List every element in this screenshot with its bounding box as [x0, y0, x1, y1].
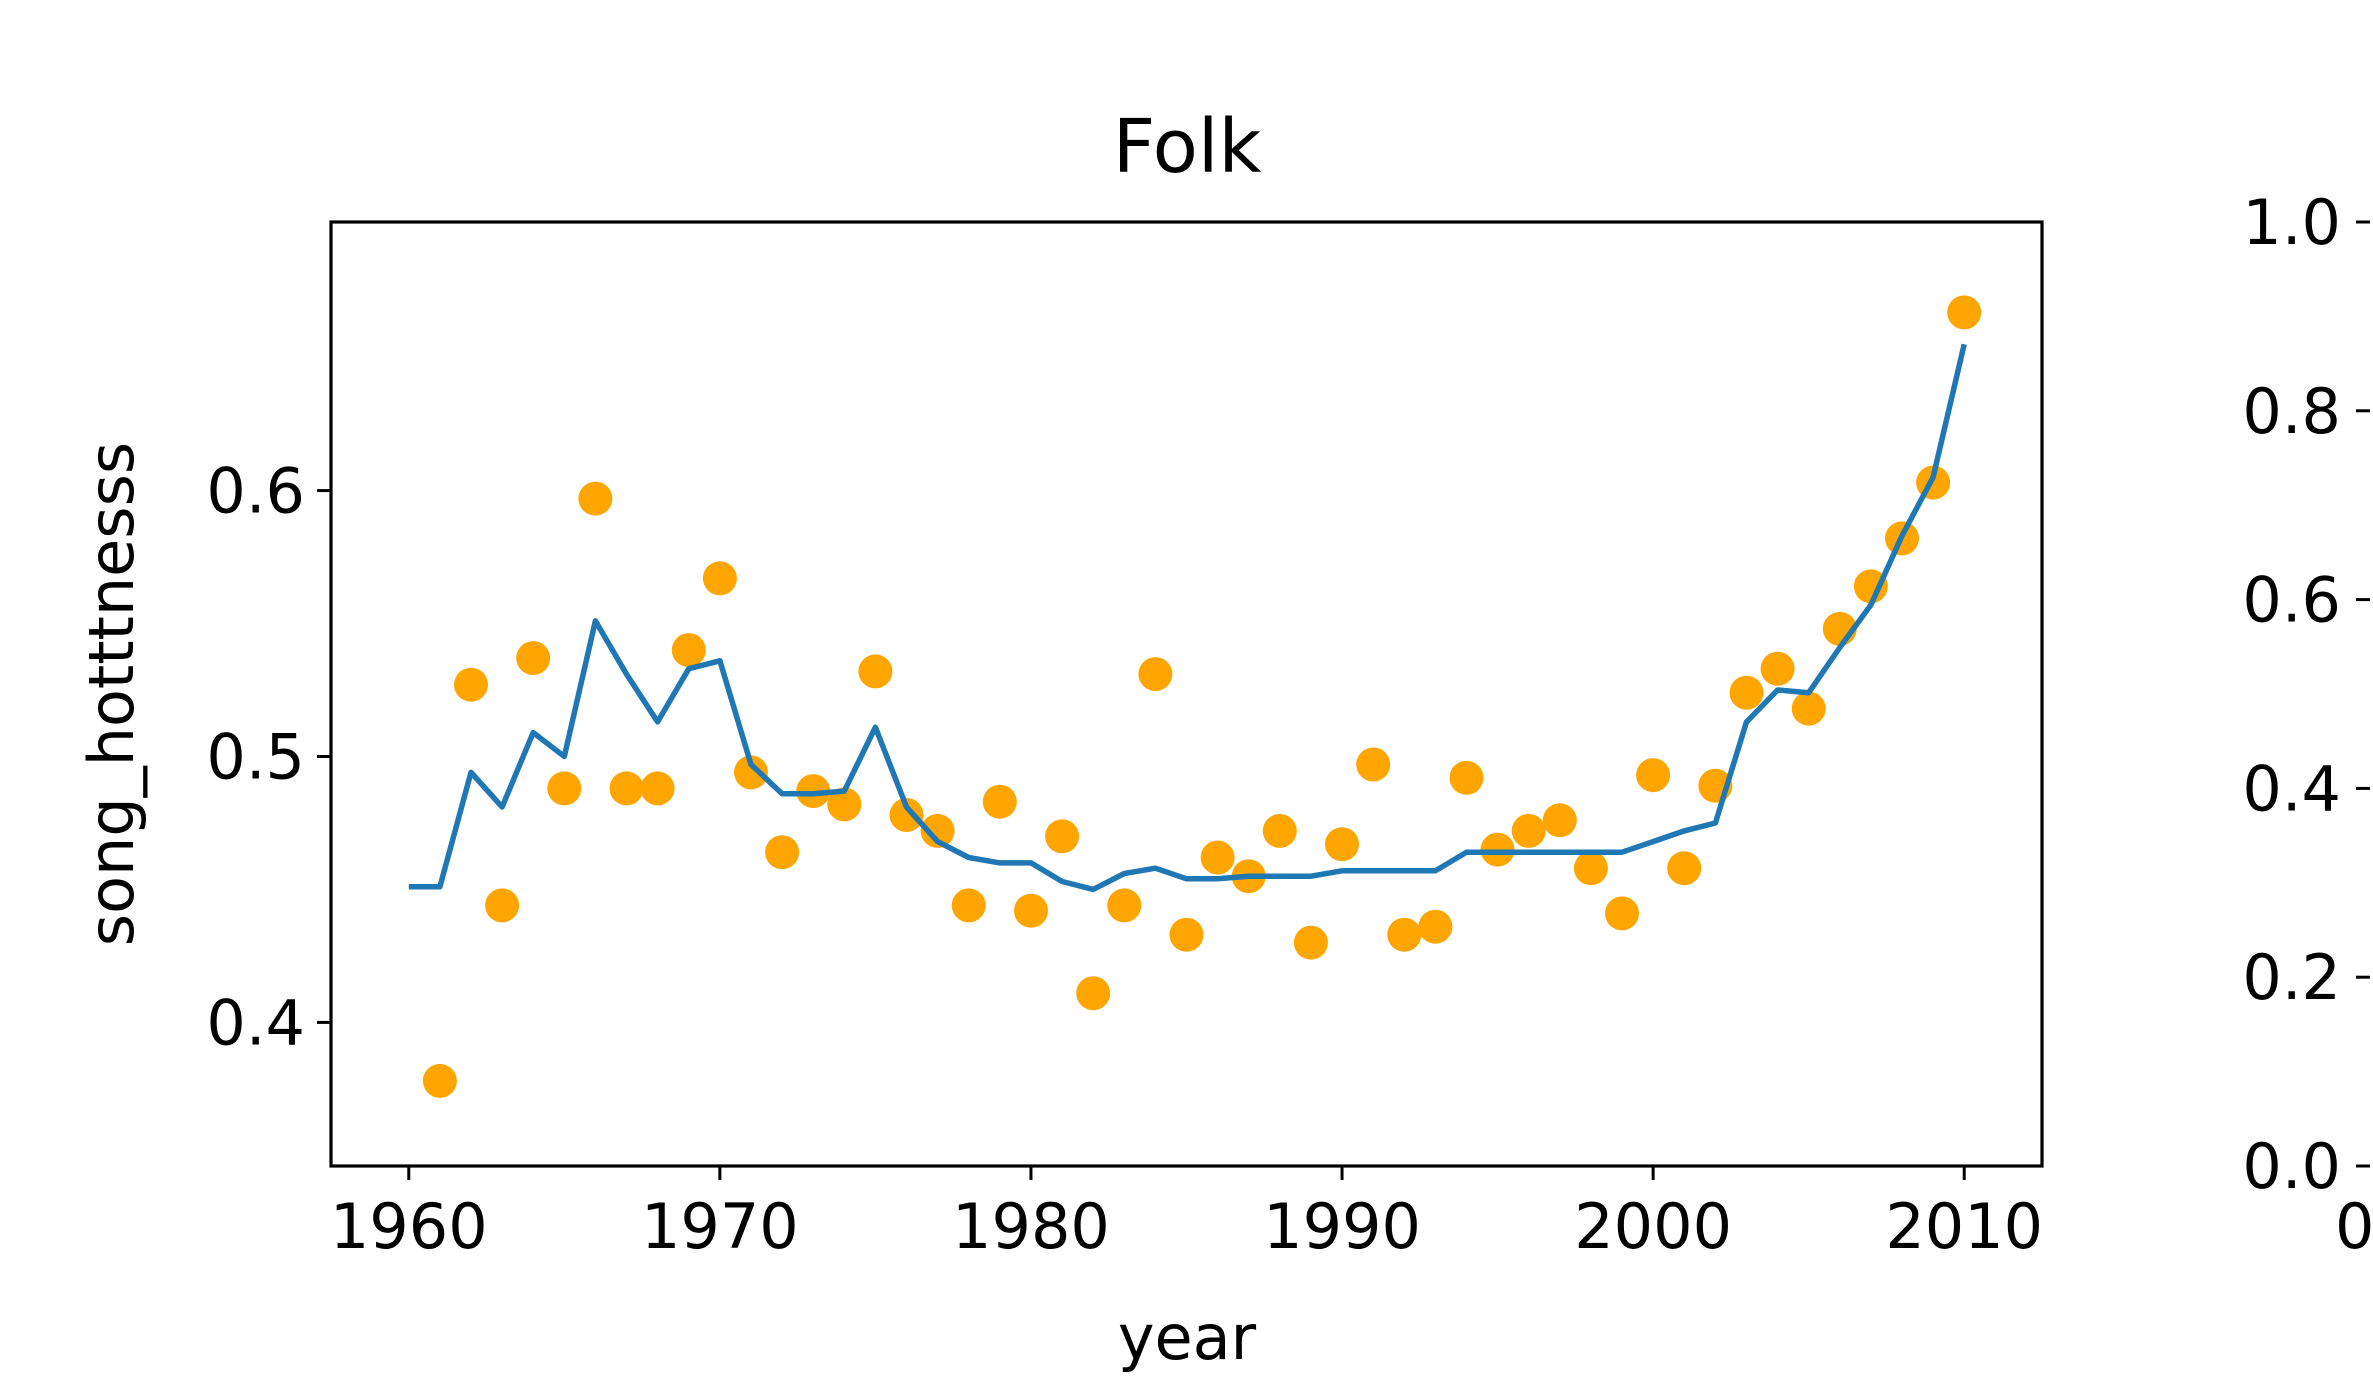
x-tick-label: 1960: [330, 1190, 488, 1263]
second-y-tick-label: 1.0: [2242, 186, 2341, 259]
scatter-point: [1107, 888, 1142, 923]
x-axis-ticks: 1960 1970 1980 1990 2000 2010: [330, 1166, 2043, 1263]
second-chart-panel: 0.0 0.2 0.4 0.6 0.8 1.0 0: [2242, 186, 2373, 1263]
scatter-point: [1573, 851, 1608, 886]
second-y-axis-ticks: 0.0 0.2 0.4 0.6 0.8 1.0: [2242, 186, 2370, 1203]
scatter-point: [982, 784, 1017, 819]
x-tick-label: 2000: [1574, 1190, 1732, 1263]
x-tick-label: 2010: [1885, 1190, 2043, 1263]
y-tick-label: 0.5: [206, 720, 305, 793]
scatter-point: [1605, 896, 1639, 931]
scatter-point: [951, 888, 986, 923]
second-y-tick-label: 0.8: [2242, 375, 2341, 448]
scatter-point: [1667, 851, 1702, 886]
folk-chart-panel: Folk 1960 1970 1980 1990 2000 2010 0.40.50.6 …: [75, 104, 2044, 1374]
x-tick-label: 1970: [641, 1190, 799, 1263]
trend-line-series: [408, 343, 1967, 893]
chart-title: Folk: [1113, 104, 1262, 190]
scatter-point: [1418, 909, 1453, 944]
y-axis-label: song_hotttnesss: [75, 442, 148, 946]
scatter-point: [1200, 840, 1235, 875]
scatter-point: [858, 654, 893, 689]
scatter-point: [765, 835, 800, 870]
scatter-point: [1045, 819, 1080, 854]
scatter-point: [1325, 827, 1359, 862]
x-axis-label: year: [1118, 1301, 1257, 1374]
scatter-point: [1636, 758, 1671, 793]
scatter-point: [1511, 813, 1546, 848]
scatter-point: [1729, 675, 1764, 710]
scatter-point: [889, 798, 924, 832]
y-tick-label: 0.4: [206, 986, 305, 1059]
scatter-point: [1760, 651, 1795, 686]
scatter-point: [671, 633, 706, 668]
scatter-point: [1138, 657, 1173, 692]
scatter-point: [1791, 691, 1826, 726]
second-y-tick-label: 0.4: [2242, 752, 2341, 825]
scatter-point: [547, 771, 582, 806]
scatter-point: [920, 813, 955, 848]
second-x-axis-ticks: 0: [2335, 1190, 2373, 1263]
scatter-point: [827, 787, 862, 822]
scatter-point: [1014, 893, 1048, 928]
scatter-point: [1293, 925, 1328, 960]
x-tick-label: 1990: [1263, 1190, 1421, 1263]
scatter-series: [422, 295, 1982, 1098]
scatter-point: [1262, 813, 1297, 848]
scatter-point: [516, 641, 551, 676]
scatter-point: [1387, 917, 1422, 952]
scatter-point: [609, 771, 644, 806]
scatter-point: [578, 481, 613, 516]
scatter-point: [485, 888, 520, 923]
folk-axes-frame: [329, 220, 2044, 1168]
second-x-tick-label: 0: [2335, 1190, 2373, 1263]
scatter-point: [1542, 803, 1577, 838]
scatter-point: [734, 755, 768, 790]
y-axis-ticks: 0.4 0.5 0.6: [206, 455, 331, 1059]
scatter-point: [1947, 295, 1982, 330]
second-y-tick-label: 0.0: [2242, 1130, 2341, 1203]
scatter-point: [422, 1063, 457, 1098]
scatter-point: [1853, 569, 1888, 604]
second-y-tick-label: 0.6: [2242, 564, 2341, 637]
scatter-point: [1356, 747, 1391, 782]
x-tick-label: 1980: [952, 1190, 1110, 1263]
scatter-point: [1449, 760, 1484, 795]
y-tick-label: 0.6: [206, 455, 305, 528]
scatter-point: [1076, 976, 1111, 1011]
second-y-tick-label: 0.2: [2242, 941, 2341, 1014]
scatter-point: [702, 561, 737, 596]
scatter-point: [640, 771, 675, 806]
scatter-point: [454, 667, 488, 702]
trend-line: [408, 343, 1967, 893]
scatter-point: [1169, 917, 1204, 952]
